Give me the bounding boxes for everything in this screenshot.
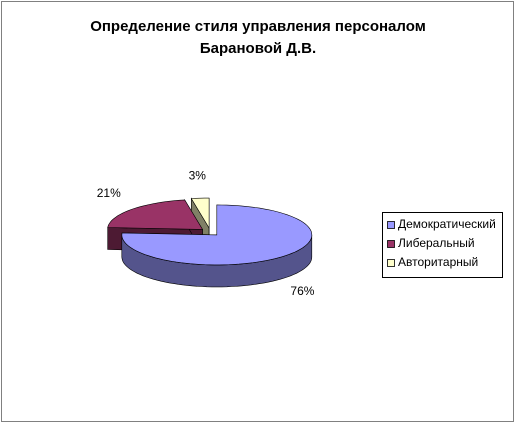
legend-swatch (387, 221, 395, 229)
slice (190, 197, 210, 230)
legend-label: Либеральный (398, 236, 475, 250)
legend-swatch (387, 240, 395, 248)
legend-swatch (387, 259, 395, 267)
chart-title: Определение стиля управления персоналом … (90, 18, 426, 57)
slice (107, 199, 204, 230)
legend-label: Авторитарный (398, 255, 478, 269)
slice (121, 204, 313, 266)
data-label: 21% (97, 186, 121, 200)
legend-box (382, 212, 503, 278)
data-label: 76% (290, 284, 314, 298)
data-label: 3% (189, 168, 207, 182)
legend-label: Демократический (398, 217, 496, 231)
